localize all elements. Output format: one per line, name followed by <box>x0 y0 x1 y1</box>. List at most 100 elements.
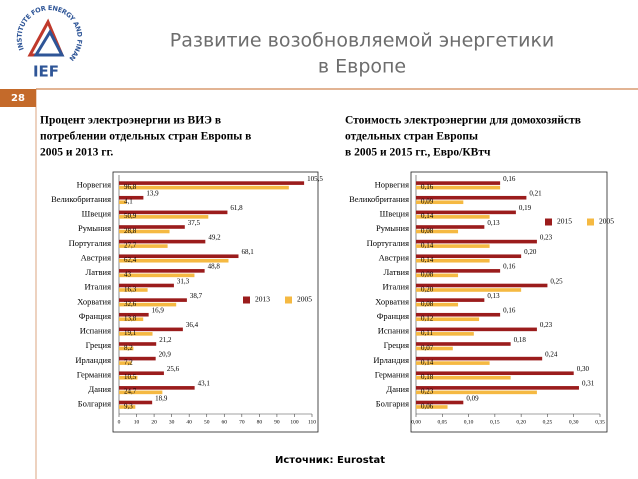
data-label: 0,11 <box>421 329 433 337</box>
bar <box>119 229 170 234</box>
data-label: 25,6 <box>167 365 180 373</box>
chart-title: Стоимость электроэнергии для домохозяйст… <box>345 115 581 127</box>
data-label: 0,31 <box>582 380 595 388</box>
data-label: 0,08 <box>421 300 434 308</box>
data-label: 24,7 <box>124 388 137 396</box>
bar <box>416 298 485 302</box>
data-label: 0,14 <box>421 212 434 220</box>
bar <box>119 317 144 322</box>
data-label: 0,23 <box>540 233 553 241</box>
data-label: 0,18 <box>421 373 434 381</box>
bar <box>416 288 522 292</box>
bar <box>416 200 464 205</box>
data-label: 0,12 <box>421 315 434 323</box>
data-label: 27,7 <box>124 241 137 249</box>
y-tick-label: Латвия <box>383 267 409 277</box>
bar <box>119 312 149 317</box>
bar <box>416 185 501 190</box>
y-tick-label: Швеция <box>380 209 409 219</box>
data-label: 0,24 <box>545 350 558 358</box>
data-label: 0,21 <box>529 190 542 198</box>
bar <box>119 200 127 205</box>
y-tick-label: Дания <box>386 384 409 394</box>
x-tick-label: 10 <box>134 419 140 425</box>
y-tick-label: Австрия <box>379 252 409 262</box>
x-tick-label: 0,10 <box>464 419 474 425</box>
legend-label: 2013 <box>255 295 270 304</box>
y-tick-label: Дания <box>88 384 111 394</box>
y-tick-label: Италия <box>84 282 111 292</box>
data-label: 37,5 <box>188 219 201 227</box>
data-label: 0,14 <box>421 358 434 366</box>
bar <box>119 210 228 215</box>
bar <box>119 332 153 336</box>
bar <box>119 244 168 248</box>
data-label: 0,14 <box>421 256 434 264</box>
y-tick-label: Румыния <box>376 223 409 233</box>
data-label: 0,20 <box>421 285 434 293</box>
y-tick-label: Италия <box>382 282 409 292</box>
slide-title: в Европе <box>318 56 406 78</box>
data-label: 0,19 <box>519 204 532 212</box>
bar <box>119 215 209 219</box>
bar <box>416 195 527 200</box>
y-tick-label: Хорватия <box>77 296 111 306</box>
y-tick-label: Норвегия <box>375 179 409 189</box>
data-label: 32,6 <box>124 300 137 308</box>
data-label: 13,8 <box>124 315 137 323</box>
bar <box>119 327 183 332</box>
bar <box>416 244 490 248</box>
source: Источник: Eurostat <box>275 455 385 466</box>
legend-label: 2005 <box>297 295 312 304</box>
bar <box>416 283 548 288</box>
data-label: 49,2 <box>208 233 221 241</box>
data-label: 0,25 <box>550 277 563 285</box>
data-label: 19,1 <box>124 329 137 337</box>
slide-title: Развитие возобновляемой энергетики <box>170 30 555 52</box>
x-tick-label: 60 <box>222 419 228 425</box>
y-tick-label: Испания <box>80 326 111 336</box>
legend-label: 2015 <box>557 217 572 226</box>
bar <box>416 327 537 332</box>
bar <box>119 288 148 292</box>
data-label: 0,13 <box>487 219 500 227</box>
bar <box>416 302 459 307</box>
x-tick-label: 20 <box>151 419 157 425</box>
bar <box>416 258 490 263</box>
bar <box>416 239 537 244</box>
bar <box>119 195 144 200</box>
y-tick-label: Великобритания <box>51 194 111 204</box>
y-tick-label: Великобритания <box>349 194 409 204</box>
bar <box>119 254 239 259</box>
bar <box>119 302 177 307</box>
y-tick-label: Португалия <box>367 238 410 248</box>
chart-title: 2005 и 2013 гг. <box>40 147 113 159</box>
bar <box>416 181 501 185</box>
bar <box>416 390 537 395</box>
data-label: 16,3 <box>124 285 137 293</box>
data-label: 0,14 <box>421 241 434 249</box>
bar <box>416 312 501 317</box>
data-label: 0,08 <box>421 271 434 279</box>
data-label: 36,4 <box>186 321 199 329</box>
data-label: 10,5 <box>124 373 137 381</box>
x-tick-label: 0,00 <box>411 419 421 425</box>
bar <box>416 356 543 361</box>
data-label: 38,7 <box>190 292 203 300</box>
data-label: 28,8 <box>124 227 137 235</box>
y-tick-label: Хорватия <box>375 296 409 306</box>
chart-title: потреблении отдельных стран Европы в <box>40 131 251 143</box>
y-tick-label: Швеция <box>82 209 111 219</box>
data-label: 0,06 <box>421 402 434 410</box>
bar <box>119 273 195 278</box>
x-tick-label: 30 <box>169 419 175 425</box>
x-tick-label: 0,35 <box>595 419 605 425</box>
legend-swatch <box>285 296 292 304</box>
bar <box>119 298 187 302</box>
data-label: 0,16 <box>503 307 516 315</box>
data-label: 21,2 <box>159 336 172 344</box>
bar <box>416 269 501 273</box>
y-tick-label: Испания <box>378 326 409 336</box>
